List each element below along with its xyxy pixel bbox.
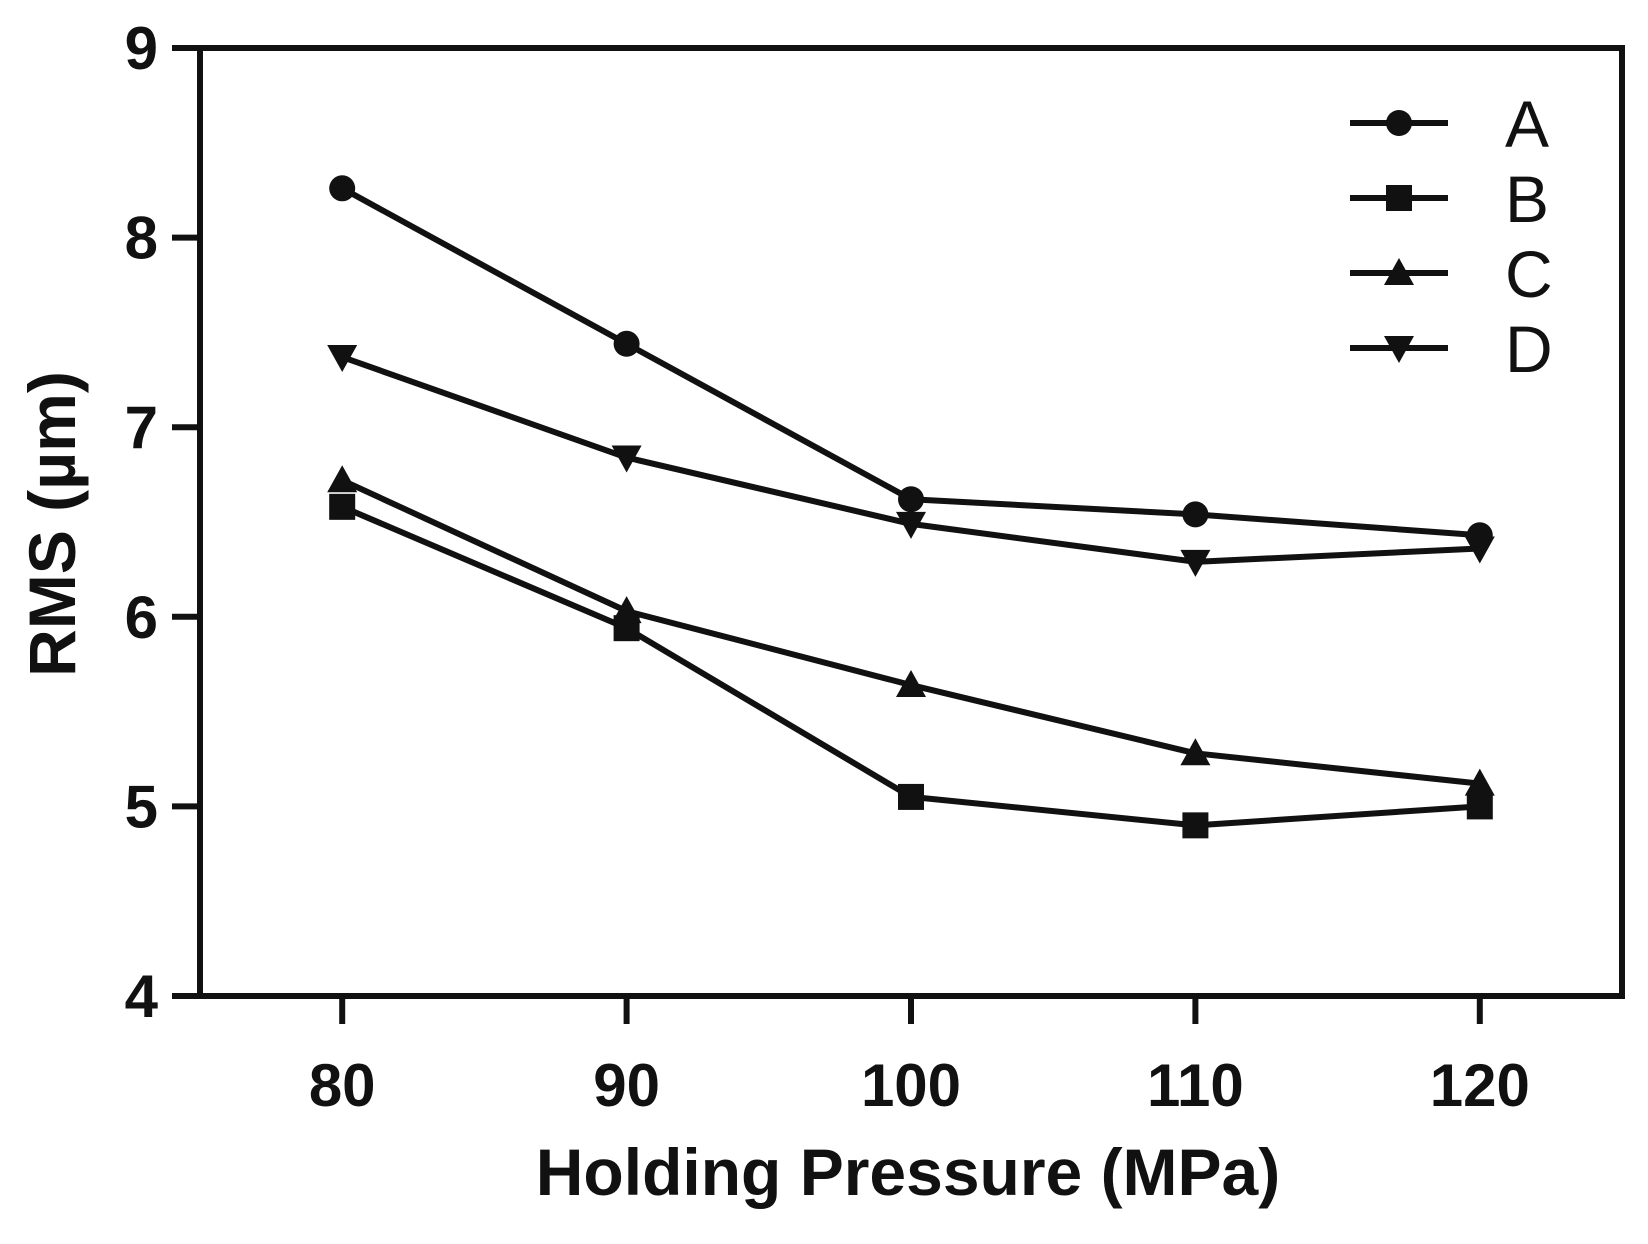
data-point-B-120: [1466, 793, 1493, 820]
x-tick-label: 90: [593, 1052, 660, 1119]
x-tick-label: 80: [309, 1052, 376, 1119]
legend-label: A: [1505, 87, 1549, 161]
x-tick-label: 110: [1147, 1052, 1244, 1119]
data-point-D-100: [896, 511, 926, 539]
legend-marker: [1386, 185, 1412, 211]
data-point-C-80: [327, 465, 358, 493]
y-axis: 4 5 6 7 8 9: [125, 15, 200, 1030]
y-tick-label: 8: [125, 205, 158, 272]
x-tick-label: 100: [861, 1052, 961, 1119]
x-tick-label: 120: [1430, 1052, 1530, 1119]
series-layer: [327, 175, 1495, 839]
legend-marker: [1384, 336, 1414, 363]
series-C: [327, 465, 1495, 796]
data-point-C-90: [611, 596, 642, 624]
legend-marker: [1386, 110, 1412, 136]
legend-label: B: [1505, 162, 1549, 236]
legend-label: C: [1505, 237, 1553, 311]
y-tick-label: 5: [125, 773, 158, 840]
data-point-C-110: [1180, 738, 1211, 766]
data-point-B-80: [329, 493, 356, 520]
x-axis: 80 90 100 110 120: [309, 996, 1530, 1119]
legend-item-C: C: [1350, 237, 1553, 311]
y-tick-label: 9: [125, 15, 158, 82]
data-point-D-90: [611, 445, 642, 473]
data-point-C-100: [896, 670, 926, 698]
legend-marker: [1384, 258, 1414, 285]
data-point-A-110: [1182, 501, 1209, 528]
series-A: [329, 175, 1493, 549]
legend-item-B: B: [1350, 162, 1549, 236]
data-point-C-120: [1464, 768, 1495, 796]
data-point-B-110: [1182, 812, 1209, 839]
legend-item-A: A: [1350, 87, 1549, 161]
data-point-A-100: [898, 486, 924, 513]
series-line-A: [340, 185, 1481, 539]
data-point-A-90: [613, 330, 640, 357]
y-tick-label: 7: [125, 394, 158, 461]
data-point-D-110: [1180, 549, 1211, 577]
data-point-D-80: [327, 345, 358, 373]
data-point-D-120: [1464, 536, 1495, 564]
series-D: [327, 345, 1495, 577]
y-tick-label: 4: [125, 963, 159, 1030]
y-tick-label: 6: [125, 584, 158, 651]
data-point-B-100: [898, 783, 924, 810]
y-axis-title: RMS (µm): [15, 371, 89, 677]
legend-label: D: [1505, 312, 1553, 386]
series-B: [329, 493, 1493, 839]
data-point-A-80: [329, 175, 356, 202]
x-axis-title: Holding Pressure (MPa): [536, 1135, 1280, 1209]
legend-item-D: D: [1350, 312, 1553, 386]
